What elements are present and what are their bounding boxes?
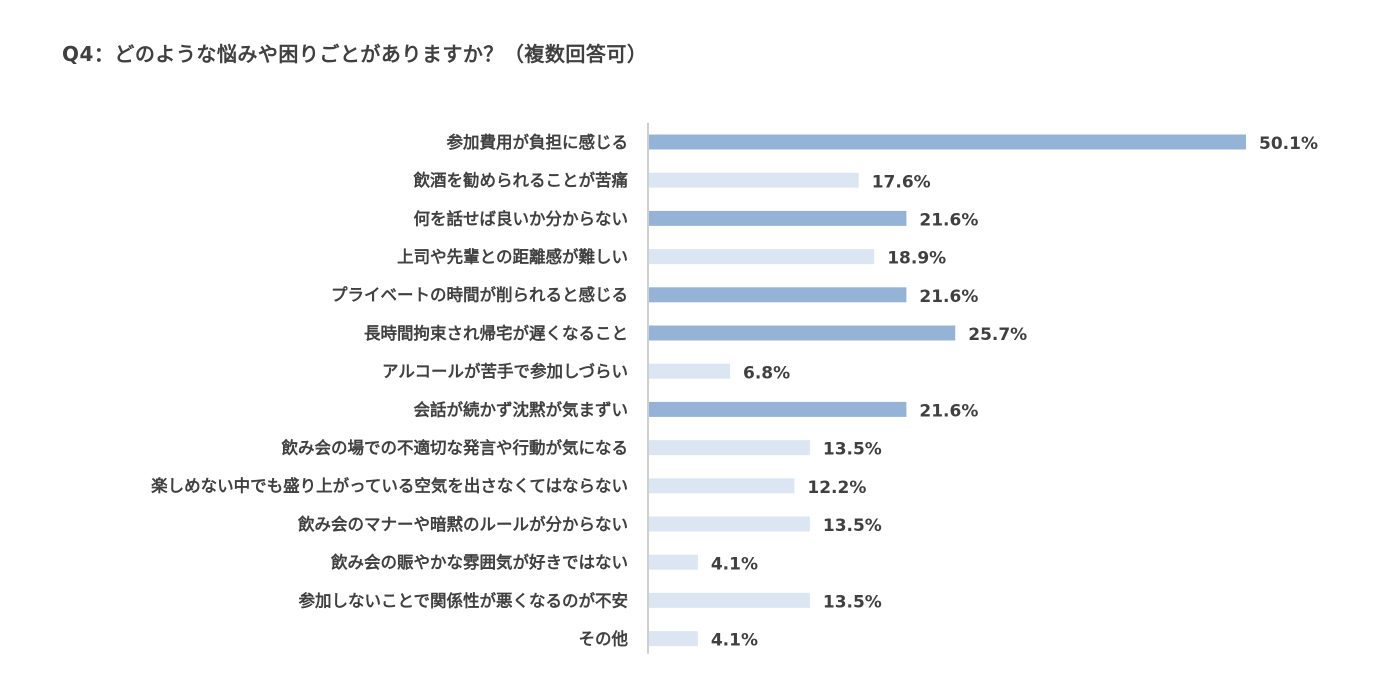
value-label: 13.5% <box>823 516 882 536</box>
bar <box>649 363 731 379</box>
bar <box>649 554 698 570</box>
value-label: 25.7% <box>968 325 1027 345</box>
bar <box>649 325 956 341</box>
value-label: 21.6% <box>919 211 978 231</box>
category-label: 参加しないことで関係性が悪くなるのが不安 <box>298 590 628 610</box>
category-label: 飲み会の場での不適切な発言や行動が気になる <box>281 438 629 458</box>
value-label: 6.8% <box>743 363 790 383</box>
bar <box>649 401 907 417</box>
bar <box>649 249 875 265</box>
value-label: 13.5% <box>823 593 882 613</box>
category-label: 飲酒を勧められることが苦痛 <box>413 170 629 190</box>
bar <box>649 172 859 188</box>
value-label: 21.6% <box>919 402 978 422</box>
category-label: 会話が続かず沈黙が気まずい <box>414 399 629 419</box>
category-label: 飲み会の賑やかな雰囲気が好きではない <box>330 552 628 572</box>
bar <box>649 440 810 456</box>
bar <box>649 592 810 608</box>
category-label: アルコールが苦手で参加しづらい <box>382 361 628 381</box>
value-label: 13.5% <box>823 440 882 460</box>
bar <box>649 516 810 532</box>
category-label: プライベートの時間が削られると感じる <box>331 285 628 305</box>
category-label: 何を話せば良いか分からない <box>414 208 629 228</box>
bar <box>649 134 1246 150</box>
category-label: 参加費用が負担に感じる <box>447 132 629 152</box>
category-label: その他 <box>579 629 629 649</box>
value-label: 18.9% <box>887 249 946 269</box>
bar <box>649 478 795 494</box>
category-label: 上司や先輩との距離感が難しい <box>397 247 628 267</box>
value-label: 21.6% <box>919 287 978 307</box>
category-label: 楽しめない中でも盛り上がっている空気を出さなくてはならない <box>151 476 628 496</box>
value-label: 4.1% <box>711 631 758 651</box>
value-label: 4.1% <box>711 554 758 574</box>
value-label: 17.6% <box>872 172 931 192</box>
value-label: 12.2% <box>807 478 866 498</box>
bar <box>649 287 907 303</box>
category-label: 長時間拘束され帰宅が遅くなること <box>364 323 628 343</box>
value-label: 50.1% <box>1259 134 1318 154</box>
chart-title: Q4：どのような悩みや困りごとがありますか？（複数回答可） <box>62 42 648 66</box>
category-label: 飲み会のマナーや暗黙のルールが分からない <box>297 514 628 534</box>
bar <box>649 210 907 226</box>
bar <box>649 631 698 647</box>
